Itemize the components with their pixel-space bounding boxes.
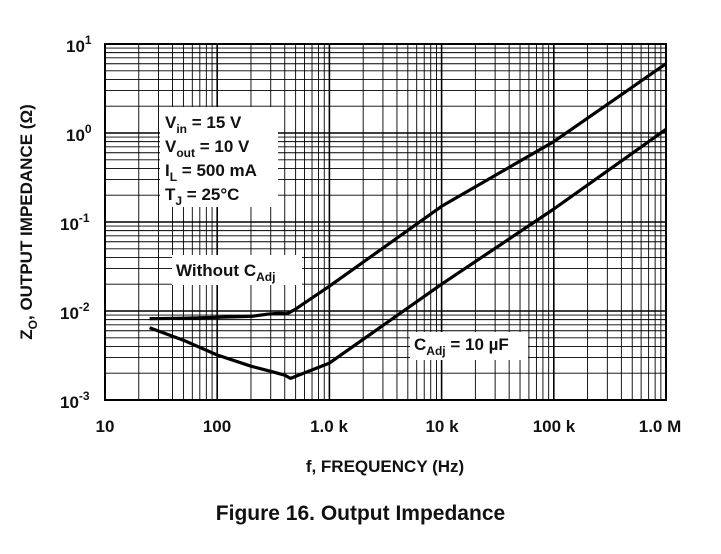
curves [149, 62, 667, 380]
x-tick-label: 1.0 M [639, 417, 682, 436]
y-tick-label: 10-1 [60, 211, 90, 234]
x-axis-label: f, FREQUENCY (Hz) [306, 457, 464, 476]
conditions-background [160, 107, 278, 207]
grid-lines [104, 44, 666, 401]
y-tick-label: 10-2 [60, 300, 90, 323]
annotation-background [410, 332, 528, 360]
annotation-without-cadj: Without CAdj [172, 255, 302, 285]
condition-tj: TJ = 25°C [165, 185, 239, 208]
series-label-cadj: CAdj = 10 µF [414, 335, 509, 358]
x-tick-labels: 10 100 1.0 k 10 k 100 k 1.0 M [96, 417, 682, 436]
x-tick-label: 1.0 k [310, 417, 348, 436]
y-axis-label: ZO, OUTPUT IMPEDANCE (Ω) [17, 104, 40, 339]
y-tick-labels: 10-3 10-2 10-1 100 101 [60, 33, 92, 412]
y-tick-label: 101 [66, 33, 92, 56]
y-tick-label: 100 [66, 122, 92, 145]
conditions-box: Vin = 15 V Vout = 10 V IL = 500 mA TJ = … [160, 107, 278, 208]
x-tick-label: 100 [203, 417, 231, 436]
annotation-background [172, 255, 302, 285]
condition-il: IL = 500 mA [165, 161, 257, 184]
annotation-cadj: CAdj = 10 µF [410, 332, 528, 360]
plot-frame [104, 43, 667, 401]
curve-cadj-10uf [149, 127, 667, 380]
curve-without-cadj [149, 62, 667, 321]
figure-caption: Figure 16. Output Impedance [215, 502, 506, 525]
x-tick-label: 100 k [533, 417, 576, 436]
x-tick-label: 10 k [425, 417, 459, 436]
condition-vout: Vout = 10 V [165, 137, 250, 160]
y-tick-label: 10-3 [60, 389, 90, 412]
condition-vin: Vin = 15 V [165, 113, 242, 136]
x-tick-label: 10 [96, 417, 115, 436]
series-label-without-cadj: Without CAdj [176, 261, 275, 284]
